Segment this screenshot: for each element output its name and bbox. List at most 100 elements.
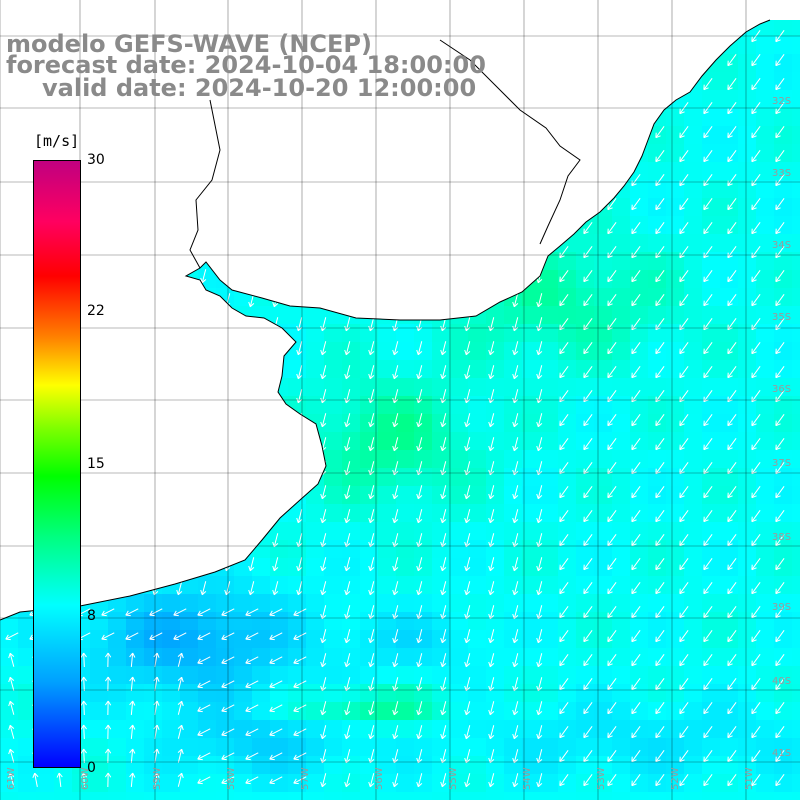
wind-cell [414,576,432,594]
wind-arrow [104,557,111,572]
wind-arrow [416,293,423,308]
wind-cell [504,180,522,198]
wind-cell [684,144,702,162]
border-line [439,39,581,245]
wind-cell [360,504,378,522]
wind-cell [144,198,162,216]
wind-arrow [751,342,761,355]
wind-arrow [679,702,689,715]
wind-cell [126,432,144,450]
wind-cell [612,234,630,252]
wind-arrow [727,414,737,427]
wind-cell [450,756,468,774]
wind-cell [162,738,180,756]
wind-arrow [32,77,39,92]
wind-cell [0,288,18,306]
wind-arrow [368,269,375,284]
wind-cell [486,504,504,522]
wind-cell [234,144,252,162]
wind-cell [216,648,234,666]
wind-arrow [751,414,761,427]
wind-cell [198,594,216,612]
wind-cell [216,198,234,216]
wind-arrow [8,173,15,188]
wind-arrow [607,582,617,595]
wind-cell [342,792,360,800]
wind-cell [486,792,504,800]
wind-cell [450,270,468,288]
wind-cell [234,450,252,468]
wind-cell [756,648,774,666]
wind-cell [144,270,162,288]
wind-cell [0,738,18,756]
wind-arrow [631,150,641,163]
wind-arrow [631,198,641,211]
wind-cell [126,774,144,792]
wind-cell [702,270,720,288]
wind-cell [90,414,108,432]
wind-cell [252,486,270,504]
wind-cell [468,468,486,486]
wind-cell [468,792,486,800]
wind-arrow [727,366,737,379]
wind-cell [252,378,270,396]
wind-arrow [655,774,665,787]
wind-cell [450,684,468,702]
wind-cell [522,648,540,666]
wind-arrow [631,750,641,763]
wind-arrow [440,437,447,452]
wind-cell [612,252,630,270]
wind-cell [666,450,684,468]
wind-arrow [368,581,375,596]
wind-arrow [128,437,135,452]
wind-cell [252,792,270,800]
wind-cell [558,648,576,666]
wind-arrow [368,701,375,716]
wind-cell [684,522,702,540]
wind-cell [360,306,378,324]
wind-cell [108,558,126,576]
wind-cell [792,720,800,738]
wind-arrow [104,389,111,404]
wind-cell [216,306,234,324]
wind-arrow [775,366,785,379]
wind-cell [540,360,558,378]
wind-cell [306,126,324,144]
wind-cell [756,360,774,378]
wind-cell [774,180,792,198]
wind-cell [450,774,468,792]
wind-cell [144,648,162,666]
wind-cell [324,342,342,360]
wind-cell [486,234,504,252]
wind-arrow [269,608,283,617]
wind-arrow [8,125,15,140]
wind-cell [558,666,576,684]
wind-arrow [727,606,737,619]
wind-arrow [176,341,183,356]
wind-cell [414,504,432,522]
wind-cell [594,36,612,54]
wind-arrow [607,630,617,643]
wind-cell [396,126,414,144]
wind-cell [486,126,504,144]
wind-cell [576,396,594,414]
wind-cell [216,612,234,630]
wind-arrow [128,269,135,284]
wind-arrow [464,149,471,164]
wind-cell [738,108,756,126]
wind-cell [432,612,450,630]
wind-cell [594,144,612,162]
wind-arrow [152,413,159,428]
wind-arrow [488,485,495,500]
wind-arrow [417,5,422,19]
wind-cell [198,306,216,324]
wind-cell [162,774,180,792]
wind-arrow [269,632,283,641]
wind-cell [306,234,324,252]
wind-cell [108,450,126,468]
wind-arrow [655,126,665,139]
wind-cell [0,180,18,198]
wind-cell [216,378,234,396]
wind-cell [144,504,162,522]
